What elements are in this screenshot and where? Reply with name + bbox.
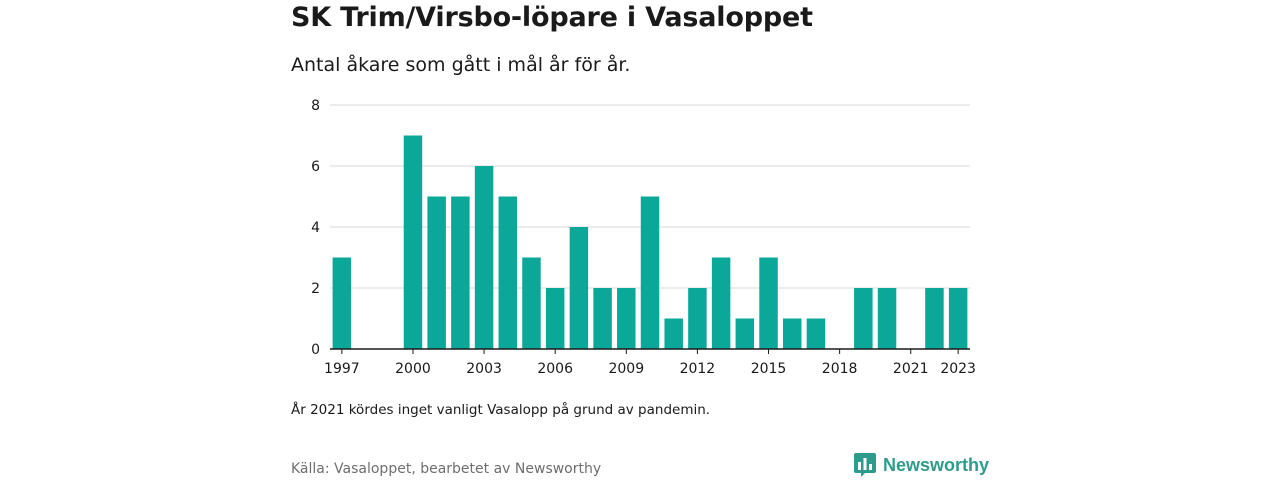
brand-logo: Newsworthy (853, 452, 989, 478)
y-tick-label: 6 (311, 159, 320, 175)
y-axis-ticks: 0 2 4 6 8 (311, 98, 320, 358)
x-tick-label: 2003 (466, 361, 502, 377)
bar-2001 (427, 196, 446, 349)
brand-name: Newsworthy (883, 454, 990, 475)
bar-2003 (474, 166, 494, 349)
x-axis-ticks: 1997 2000 2003 2006 2009 2012 2015 2018 2021 2023 (324, 349, 976, 377)
bar-2000 (403, 135, 423, 349)
x-tick-label: 1997 (324, 361, 360, 377)
bar-chart: 0 2 4 6 8 1997 2000 2003 2006 2009 2012 2015 2018 20… (311, 98, 976, 377)
y-tick-label: 2 (311, 281, 320, 297)
source-credit: Källa: Vasaloppet, bearbetet av Newswort… (291, 461, 602, 477)
bar-2010 (640, 196, 660, 349)
x-tick-label: 2015 (751, 361, 787, 377)
chart-subtitle: Antal åkare som gått i mål år för år. (291, 54, 631, 76)
bar-2014 (735, 318, 755, 349)
chart-note: År 2021 kördes inget vanligt Vasalopp på… (291, 402, 711, 418)
bar-2006 (545, 288, 565, 349)
bars (332, 135, 968, 349)
bar-2011 (664, 318, 683, 349)
x-tick-label: 2000 (395, 361, 431, 377)
bar-2020 (877, 288, 897, 349)
bar-2008 (593, 288, 612, 349)
bar-2022 (925, 288, 944, 349)
y-tick-label: 4 (311, 220, 320, 236)
bar-2007 (569, 227, 589, 349)
bar-2017 (806, 318, 826, 349)
x-tick-label: 2009 (608, 361, 644, 377)
bar-2019 (854, 288, 873, 349)
y-tick-label: 8 (311, 98, 320, 114)
x-tick-label: 2021 (893, 361, 929, 377)
bar-1997 (332, 257, 352, 349)
bar-2012 (688, 288, 707, 349)
x-tick-label: 2018 (822, 361, 858, 377)
bar-2009 (617, 288, 636, 349)
x-tick-label: 2006 (537, 361, 573, 377)
bar-2013 (711, 257, 731, 349)
bar-2004 (498, 196, 518, 349)
x-tick-label: 2023 (940, 361, 976, 377)
chart-title: SK Trim/Virsbo-löpare i Vasaloppet (291, 2, 813, 33)
bar-2016 (782, 318, 802, 349)
bar-2005 (522, 257, 541, 349)
newsworthy-chart-bubble-icon (854, 453, 876, 477)
bar-2023 (948, 288, 968, 349)
bar-2002 (451, 196, 470, 349)
y-tick-label: 0 (311, 342, 320, 358)
x-tick-label: 2012 (680, 361, 716, 377)
bar-2015 (759, 257, 778, 349)
